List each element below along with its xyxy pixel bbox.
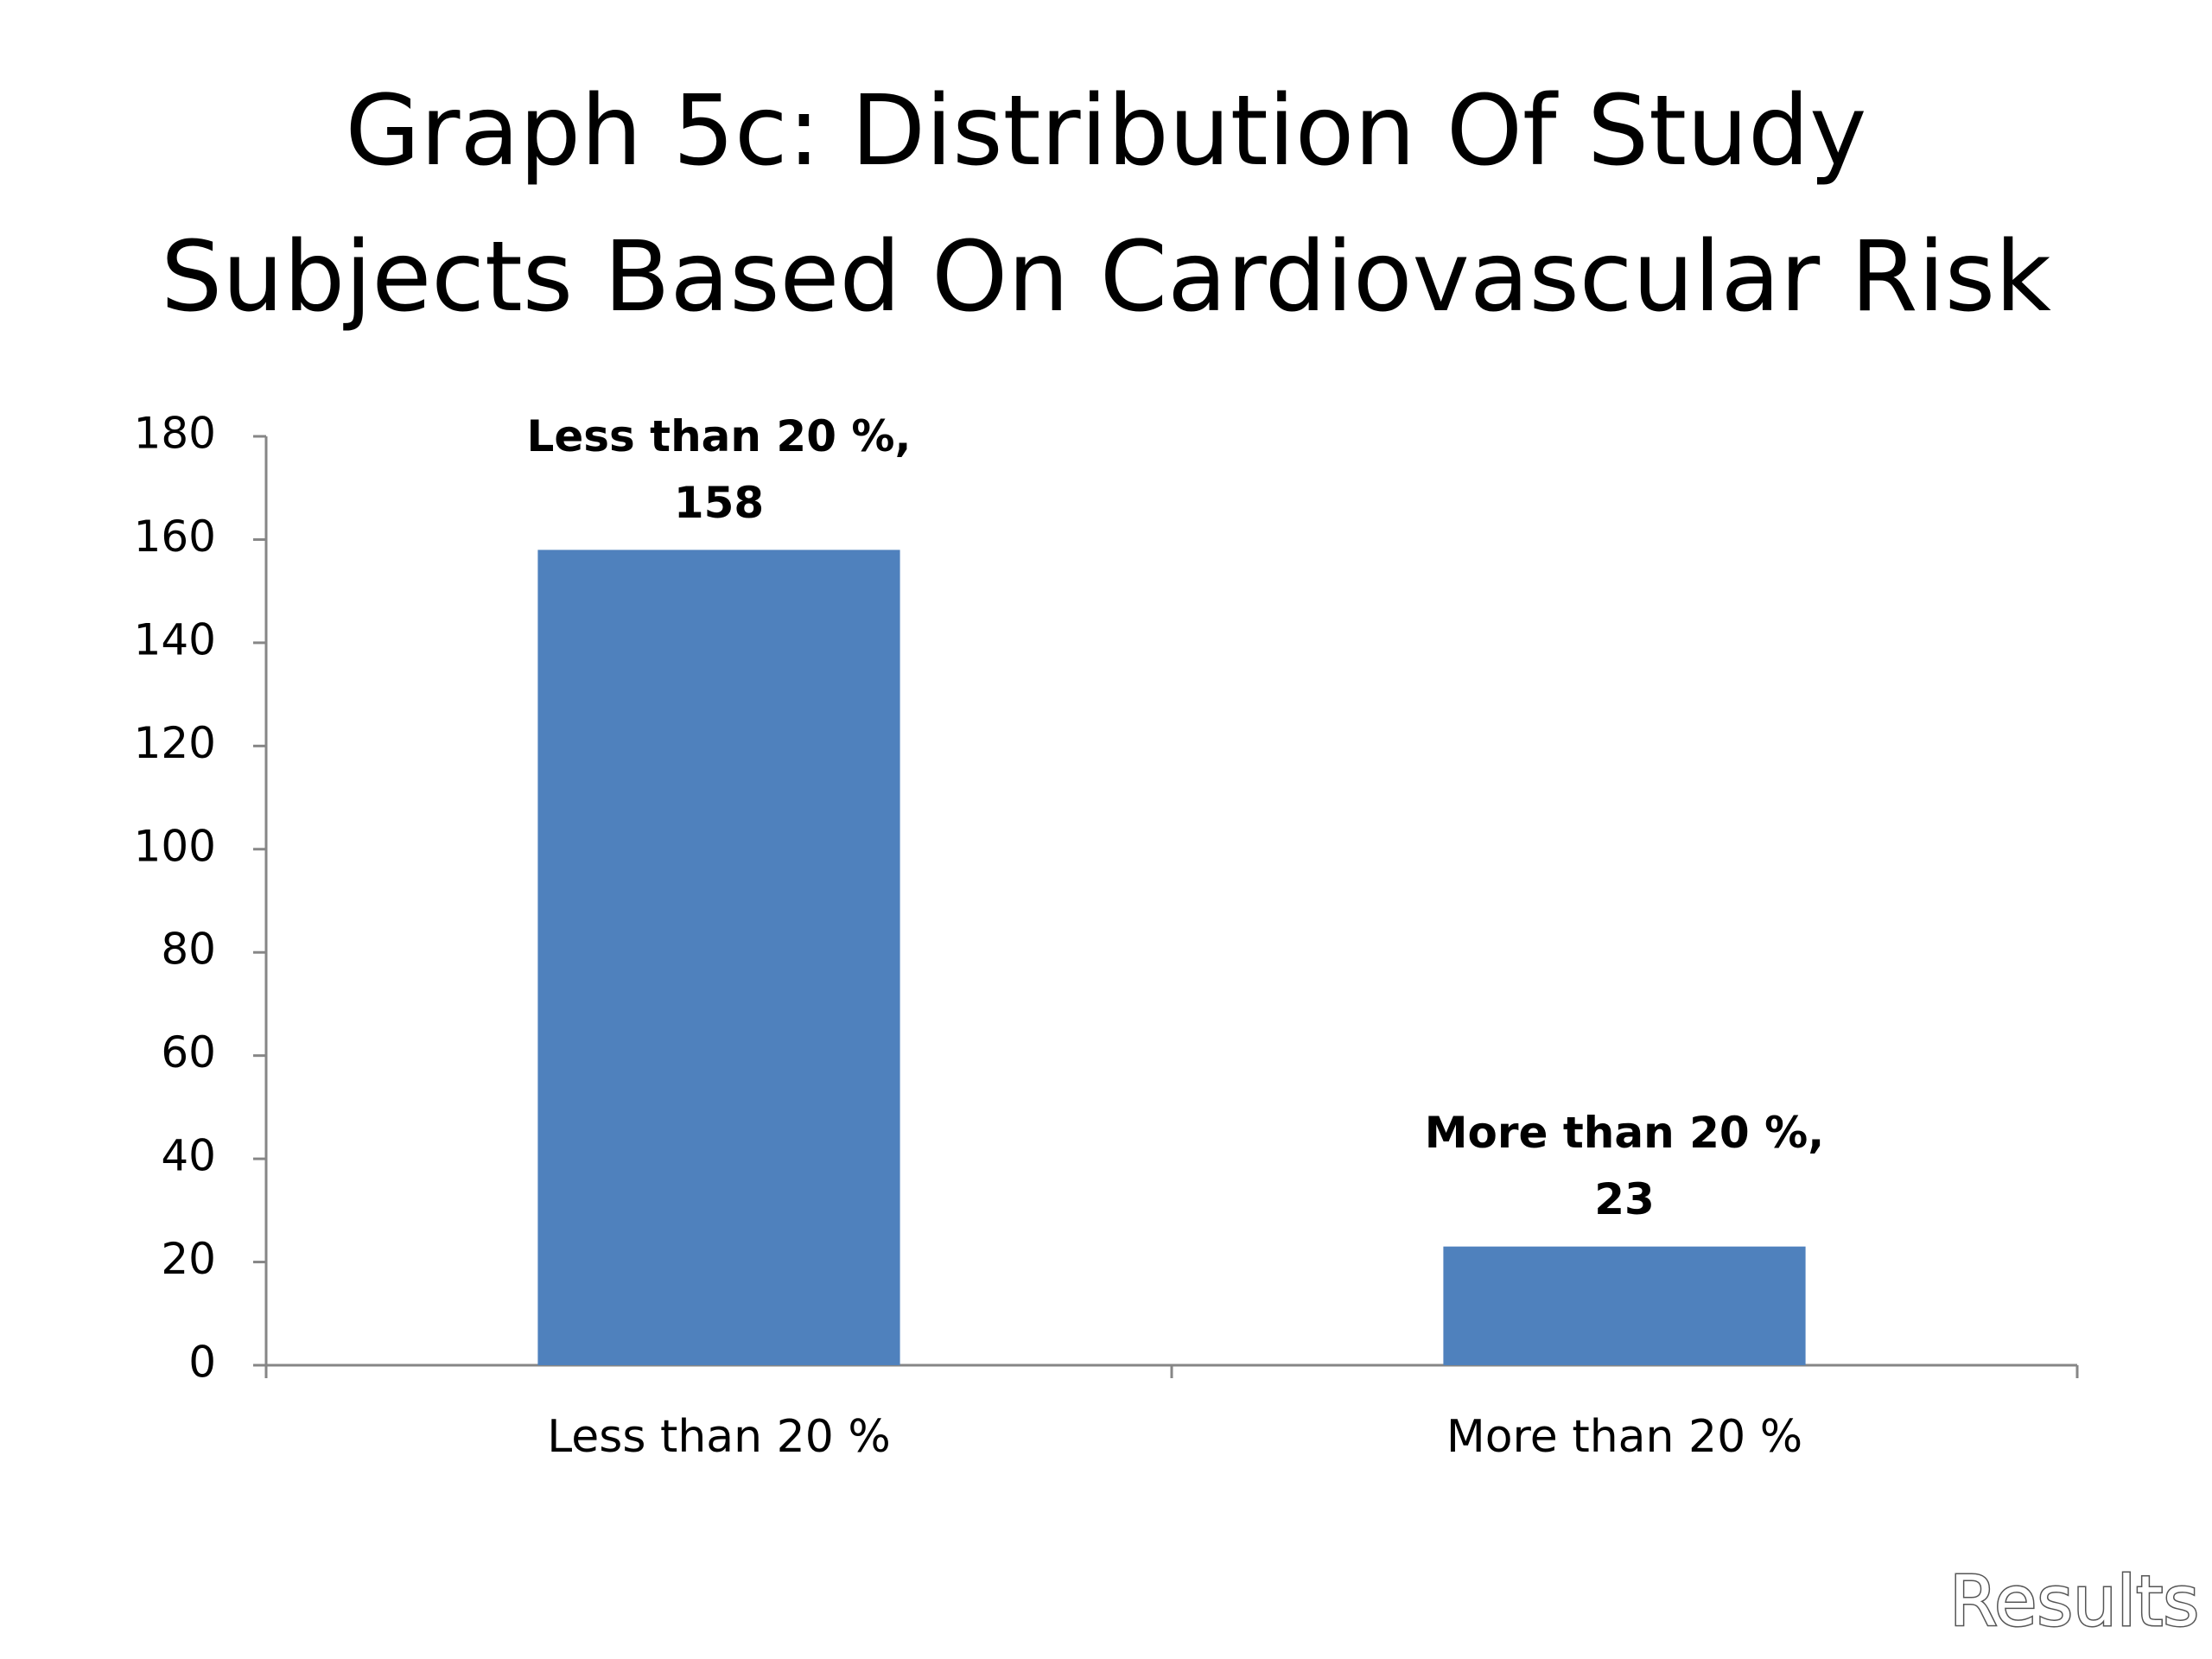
x-tick-label: More than 20 % bbox=[1446, 1411, 1802, 1463]
y-tick-label: 100 bbox=[134, 821, 216, 871]
y-tick-label: 120 bbox=[134, 718, 216, 768]
data-label-name: More than 20 %, bbox=[1425, 1108, 1824, 1158]
footer: Results bbox=[1949, 1561, 2199, 1642]
data-label: 158 bbox=[674, 478, 764, 528]
data-label-name: Less than 20 %, bbox=[526, 411, 911, 461]
y-tick-label: 180 bbox=[134, 409, 216, 459]
x-tick-label: Less than 20 % bbox=[547, 1411, 891, 1463]
y-tick-label: 0 bbox=[188, 1338, 216, 1388]
y-tick-label: 80 bbox=[161, 925, 216, 975]
chart-title: Subjects Based On Cardiovascular Risk bbox=[161, 221, 2051, 334]
chart-title: Graph 5c: Distribution Of Study bbox=[346, 75, 1867, 188]
y-tick-label: 140 bbox=[134, 614, 216, 664]
y-tick-label: 40 bbox=[161, 1131, 216, 1181]
data-label: 23 bbox=[1594, 1174, 1655, 1224]
y-tick-label: 160 bbox=[134, 512, 216, 562]
bar bbox=[1443, 1246, 1806, 1365]
bar bbox=[537, 550, 900, 1365]
y-tick-label: 20 bbox=[161, 1234, 216, 1284]
y-tick-label: 60 bbox=[161, 1027, 216, 1077]
